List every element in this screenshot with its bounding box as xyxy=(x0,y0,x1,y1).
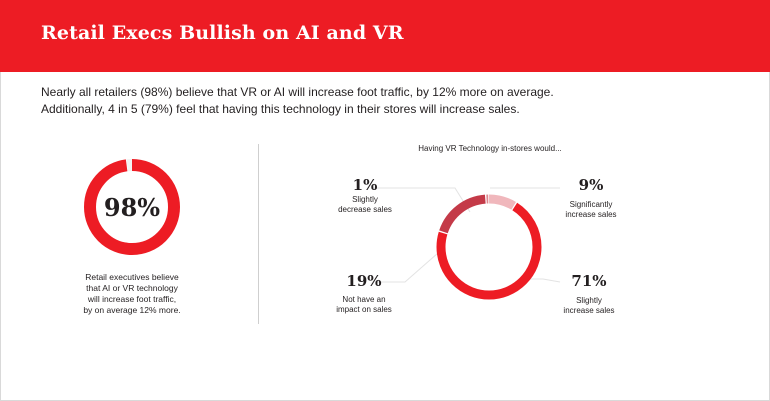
slice-label-line: Slightly xyxy=(576,296,602,305)
slice-label-line: Not have an xyxy=(342,295,386,304)
slice-label-line: Significantly xyxy=(569,200,613,209)
slice-pct-decrease: 1% xyxy=(352,176,378,194)
caption-line: will increase foot traffic, xyxy=(87,294,177,304)
foot-traffic-donut-chart xyxy=(84,159,180,255)
intro-text: Nearly all retailers (98%) believe that … xyxy=(41,84,741,118)
slice-label-line: increase sales xyxy=(563,306,615,315)
donut-slice-sig xyxy=(436,194,542,300)
sales-chart-title: Having VR Technology in-stores would... xyxy=(418,144,562,153)
caption-line: Retail executives believe xyxy=(85,272,179,282)
slice-pct-no-impact: 19% xyxy=(346,272,382,290)
slice-label-slightly-increase: Slightly increase sales xyxy=(544,296,634,316)
sales-impact-donut-chart xyxy=(436,194,542,300)
section-divider xyxy=(258,144,259,324)
slice-pct-slightly-increase: 71% xyxy=(571,272,607,290)
foot-traffic-percent: 98% xyxy=(103,193,161,222)
slice-label-decrease: Slightly decrease sales xyxy=(320,195,410,215)
slice-label-no-impact: Not have an impact on sales xyxy=(319,295,409,315)
donut-slice-sli xyxy=(436,194,542,300)
page-title: Retail Execs Bullish on AI and VR xyxy=(41,22,404,44)
intro-line-2: Additionally, 4 in 5 (79%) feel that hav… xyxy=(41,102,520,116)
intro-line-1: Nearly all retailers (98%) believe that … xyxy=(41,85,554,99)
slice-label-line: impact on sales xyxy=(336,305,392,314)
leader-line-no-impact xyxy=(376,252,439,283)
caption-line: that AI or VR technology xyxy=(86,283,178,293)
slice-label-significant: Significantly increase sales xyxy=(546,200,636,220)
foot-traffic-caption: Retail executives believe that AI or VR … xyxy=(57,272,207,316)
slice-label-line: Slightly xyxy=(352,195,378,204)
slice-pct-significant: 9% xyxy=(578,176,604,194)
header-banner: Retail Execs Bullish on AI and VR xyxy=(0,0,770,72)
slice-label-line: decrease sales xyxy=(338,205,392,214)
donut-slice-believe xyxy=(84,159,180,255)
slice-label-line: increase sales xyxy=(565,210,617,219)
caption-line: by on average 12% more. xyxy=(83,305,181,315)
